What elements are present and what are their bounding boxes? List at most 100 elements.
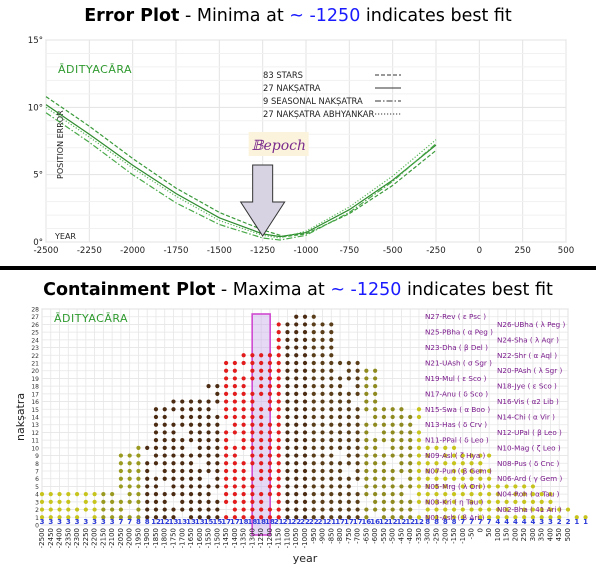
containment-dot [250,399,255,404]
containment-dot [294,422,299,427]
containment-dot [530,515,536,520]
containment-dot [364,391,369,396]
containment-dot [460,515,465,520]
containment-dot [469,453,474,458]
nakshatra-label: N19-Mul ( ε Sco ) [425,374,487,383]
containment-dot [250,376,255,381]
containment-dot [513,515,518,520]
containment-dot [329,461,334,466]
containment-dot [530,484,536,489]
containment-dot [381,430,386,435]
containment-dot [329,453,334,458]
containment-dot [206,468,211,474]
containment-plot-subtitle: - Maxima at [215,280,331,300]
containment-dot [311,499,316,504]
containment-dot [153,453,159,458]
containment-dot [180,507,185,512]
containment-dot [451,476,457,481]
containment-dot [346,391,351,396]
containment-dot [215,445,220,450]
containment-dot [416,499,422,504]
containment-dot [329,337,334,342]
containment-dot [259,438,264,443]
containment-dot [311,492,316,497]
containment-dot [153,438,159,443]
containment-dot [355,430,360,435]
x-tick-label: -1750 [164,246,189,256]
containment-dot [110,499,115,504]
containment-dot [390,414,395,420]
containment-dot [250,499,255,504]
count-label: 3 [75,518,80,526]
nakshatra-label: N09-Asl ( ζ Hya ) [425,451,486,460]
containment-dot [381,476,386,481]
containment-dot [267,368,273,373]
containment-dot [408,461,413,466]
containment-dot [162,430,167,435]
containment-dot [57,507,62,512]
containment-dot [355,445,360,450]
containment-dot [320,422,325,427]
containment-dot [276,345,281,350]
containment-dot [162,499,167,504]
x-tick-label: 0 [476,528,484,532]
containment-dot [276,499,281,504]
containment-dot [302,353,308,358]
containment-dot [355,438,360,443]
nakshatra-label: N07-Pun ( β Gem ) [425,467,492,476]
containment-dot [180,414,185,420]
containment-dot [188,453,194,458]
count-label: 8 [452,518,457,526]
containment-dot [294,330,299,335]
containment-dot [487,468,492,474]
count-label: 3 [40,518,45,526]
containment-dot [311,414,316,420]
containment-dot [504,507,509,512]
nakshatra-label: N27-Rev ( ε Psc ) [425,312,486,321]
containment-dot [364,430,369,435]
containment-dot [241,414,246,420]
containment-dot [232,476,237,481]
x-tick-label: -1150 [275,528,283,548]
containment-dot [539,499,544,504]
containment-dot [153,515,159,520]
containment-dot [408,453,413,458]
nakshatra-label: N13-Has ( δ Crv ) [425,420,487,429]
containment-dot [320,414,325,420]
containment-dot [127,468,132,474]
containment-dot [206,399,211,404]
containment-dot [57,492,62,497]
containment-dot [118,468,123,474]
containment-dot [364,484,369,489]
containment-dot [320,468,325,474]
containment-dot [171,507,176,512]
error-plot-minima-value: ~ -1250 [289,6,361,26]
containment-dot [460,484,465,489]
containment-dot [136,453,141,458]
containment-dot [276,414,281,420]
containment-dot [162,422,167,427]
containment-dot [127,492,132,497]
containment-dot [311,368,316,373]
containment-dot [241,438,246,443]
containment-dot [180,407,185,412]
count-label: 3 [57,518,62,526]
containment-dot [162,507,167,512]
containment-dot [320,360,325,366]
nakshatra-label: N01-Ash ( β Ari ) [425,513,485,522]
x-tick-label: -1000 [301,528,309,548]
y-tick-label: 7 [35,469,39,476]
containment-dot [136,468,141,474]
containment-dot [355,461,360,466]
containment-plot-tail: indicates best fit [401,280,553,300]
containment-dot [408,414,413,420]
containment-dot [320,492,325,497]
containment-dot [232,422,237,427]
nakshatra-label: N04-Roh ( α Tau ) [497,490,560,499]
containment-dot [320,337,325,342]
containment-dot [285,322,290,327]
containment-dot [416,476,422,481]
legend-label: 27 NAKṢATRA [263,83,321,93]
containment-dot [285,353,290,358]
x-tick-label: -1600 [196,528,204,548]
